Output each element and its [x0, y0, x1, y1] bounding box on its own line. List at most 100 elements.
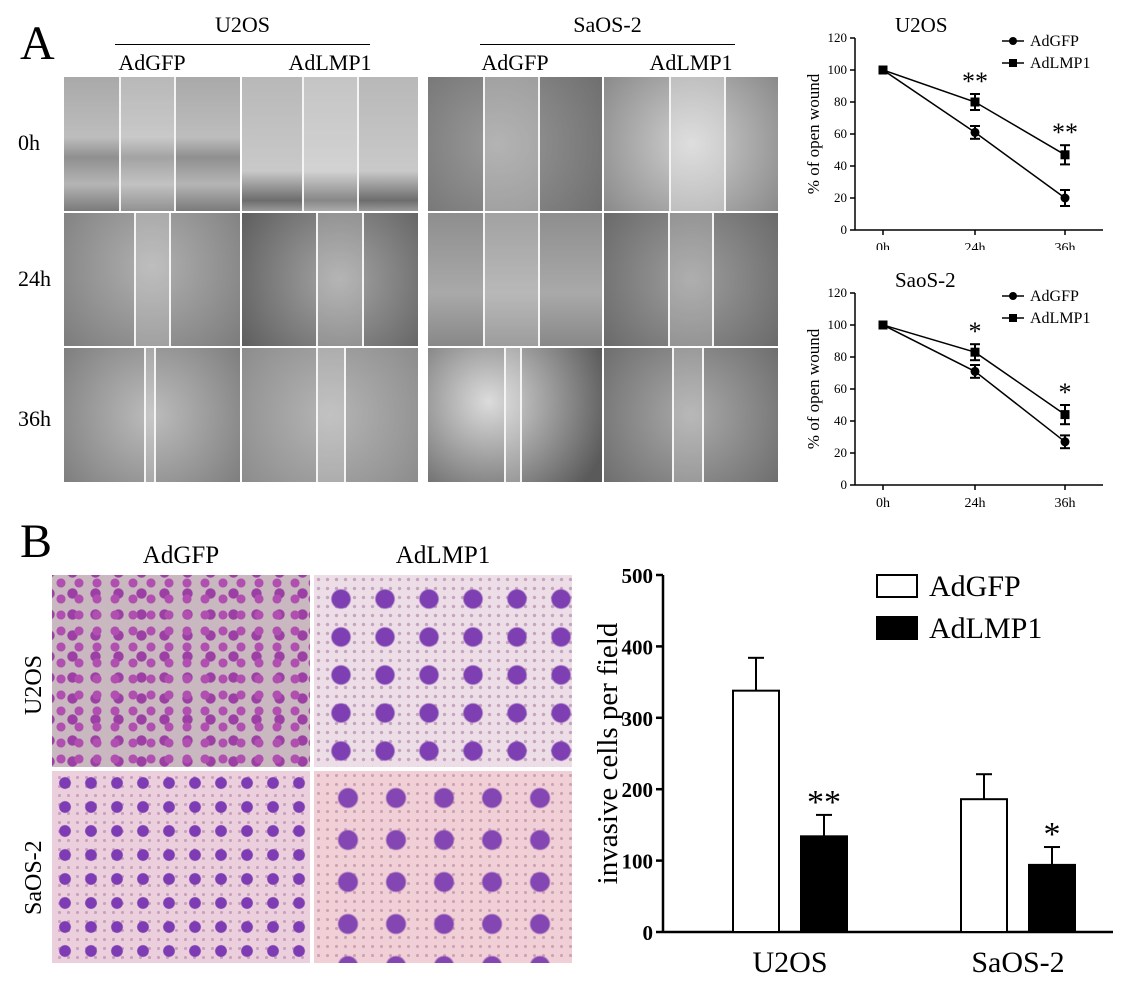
stain-image-saos2-adlmp1 — [314, 771, 572, 963]
micrograph-saos2-adgfp-36h — [428, 348, 602, 482]
micrograph-saos2-adlmp1-36h — [604, 348, 778, 482]
u2os-line-y-axis-label: % of open wound — [804, 73, 823, 194]
invasion-row-label-saos2: SaOS-2 — [21, 840, 47, 915]
bar-y-tick-label: 500 — [622, 564, 654, 588]
saos2-line-legend-marker — [1009, 292, 1017, 300]
bar-y-tick-label: 100 — [622, 850, 654, 874]
u2os-line-y-tick-label: 20 — [834, 190, 847, 205]
u2os-line-y-tick-label: 60 — [834, 126, 847, 141]
saos2-line-point — [878, 320, 888, 330]
header-underline-u2os — [115, 44, 370, 45]
saos2-line-x-tick-label: 36h — [1055, 496, 1076, 510]
treatment-header-u2os-adlmp1: AdLMP1 — [288, 50, 372, 75]
u2os-line-point — [970, 97, 980, 107]
time-label-36h: 36h — [18, 406, 51, 431]
panel-a-label: A — [20, 17, 55, 70]
u2os-line-point — [1060, 193, 1070, 203]
u2os-line-point — [878, 65, 888, 75]
micrograph-u2os-adlmp1-0h — [242, 77, 418, 211]
bar-adlmp1 — [800, 835, 848, 934]
saos2-line-point — [1060, 437, 1070, 447]
saos2-line-y-tick-label: 80 — [834, 349, 847, 364]
saos2-line-y-tick-label: 0 — [841, 477, 848, 492]
line-chart-saos2: 0 20 40 60 80 100 120 0h 24h 36h % of open wound Sa… — [804, 268, 1103, 510]
bar-y-tick-label: 200 — [622, 778, 654, 802]
u2os-line-significance-mark: ** — [962, 67, 988, 96]
panel-b-label: B — [20, 515, 53, 568]
saos2-line-point — [970, 347, 980, 357]
saos2-line-title: SaoS-2 — [895, 268, 956, 292]
saos2-line-legend-label: AdLMP1 — [1030, 310, 1090, 327]
micrograph-u2os-adlmp1-24h — [242, 213, 418, 346]
bar-adgfp — [732, 689, 780, 933]
saos2-line-y-tick-label: 40 — [834, 413, 847, 428]
bar-adlmp1 — [1028, 863, 1076, 933]
stain-image-u2os-adlmp1 — [314, 575, 572, 767]
time-label-0h: 0h — [18, 130, 40, 155]
u2os-line-x-tick-label: 24h — [965, 241, 986, 250]
header-underline-saos2 — [480, 44, 735, 45]
u2os-line-legend-label: AdGFP — [1030, 33, 1079, 50]
saos2-line-legend-label: AdGFP — [1030, 288, 1079, 305]
u2os-line-y-tick-label: 120 — [828, 30, 848, 45]
saos2-line-point — [1060, 410, 1070, 420]
micrograph-saos2-adgfp-24h — [428, 213, 602, 346]
saos2-line-x-tick-label: 0h — [876, 496, 890, 510]
saos2-line-y-tick-label: 120 — [828, 285, 848, 300]
u2os-line-y-tick-label: 40 — [834, 158, 847, 173]
saos2-line-y-axis-label: % of open wound — [804, 328, 823, 449]
treatment-header-saos2-adlmp1: AdLMP1 — [649, 50, 733, 75]
micrograph-u2os-adgfp-36h — [64, 348, 240, 482]
invasion-header-adlmp1: AdLMP1 — [395, 542, 491, 569]
bar-adgfp — [960, 798, 1008, 933]
invasion-row-label-u2os: U2OS — [21, 654, 47, 715]
saos2-line-point — [970, 366, 980, 376]
u2os-line-point — [1060, 150, 1070, 160]
bar-significance-mark: ** — [807, 784, 841, 821]
u2os-line-legend-marker — [1009, 37, 1017, 45]
line-chart-u2os: 0 20 40 60 80 100 120 0h 24h 36h % of open wound U2… — [804, 13, 1103, 250]
saos2-line-x-tick-label: 24h — [965, 496, 986, 510]
treatment-header-u2os-adgfp: AdGFP — [118, 50, 186, 75]
stain-image-u2os-adgfp — [52, 575, 310, 767]
saos2-line-legend-marker — [1009, 314, 1017, 322]
bar-category-label: U2OS — [752, 946, 827, 975]
u2os-line-x-tick-label: 0h — [876, 241, 890, 250]
cell-line-header-saos2: SaOS-2 — [573, 12, 642, 37]
bar-chart-invasion: 0 100 200 300 400 500 invasive cells per field… — [592, 564, 1113, 975]
invasion-header-adgfp: AdGFP — [142, 542, 220, 569]
u2os-line-x-tick-label: 36h — [1055, 241, 1076, 250]
cell-line-header-u2os: U2OS — [214, 12, 270, 37]
stain-image-saos2-adgfp — [52, 771, 310, 963]
bar-y-axis-label: invasive cells per field — [592, 622, 624, 884]
micrograph-u2os-adgfp-0h — [64, 77, 240, 211]
u2os-line-legend-label: AdLMP1 — [1030, 55, 1090, 72]
u2os-line-legend-marker — [1009, 59, 1017, 67]
u2os-line-y-tick-label: 0 — [841, 222, 848, 237]
saos2-line-significance-mark: * — [969, 317, 982, 346]
bar-legend-label: AdLMP1 — [929, 612, 1042, 645]
micrograph-u2os-adlmp1-36h — [242, 348, 418, 482]
saos2-line-y-tick-label: 60 — [834, 381, 847, 396]
bar-y-tick-label: 400 — [622, 635, 654, 659]
saos2-line-y-tick-label: 20 — [834, 445, 847, 460]
u2os-line-title: U2OS — [895, 13, 948, 37]
micrograph-saos2-adlmp1-24h — [604, 213, 778, 346]
u2os-line-point — [970, 127, 980, 137]
u2os-line-significance-mark: ** — [1052, 118, 1078, 147]
u2os-line-y-tick-label: 100 — [828, 62, 848, 77]
bar-y-tick-label: 0 — [643, 921, 654, 945]
bar-significance-mark: * — [1044, 816, 1061, 853]
u2os-line-y-tick-label: 80 — [834, 94, 847, 109]
saos2-line-significance-mark: * — [1059, 378, 1072, 407]
micrograph-u2os-adgfp-24h — [64, 213, 240, 346]
treatment-header-saos2-adgfp: AdGFP — [481, 50, 549, 75]
micrograph-saos2-adlmp1-0h — [604, 77, 778, 211]
bar-category-label: SaOS-2 — [971, 946, 1064, 975]
saos2-line-y-tick-label: 100 — [828, 317, 848, 332]
bar-legend-label: AdGFP — [929, 570, 1021, 603]
bar-legend-swatch — [876, 574, 918, 598]
micrograph-saos2-adgfp-0h — [428, 77, 602, 211]
time-label-24h: 24h — [18, 266, 51, 291]
bar-y-tick-label: 300 — [622, 707, 654, 731]
